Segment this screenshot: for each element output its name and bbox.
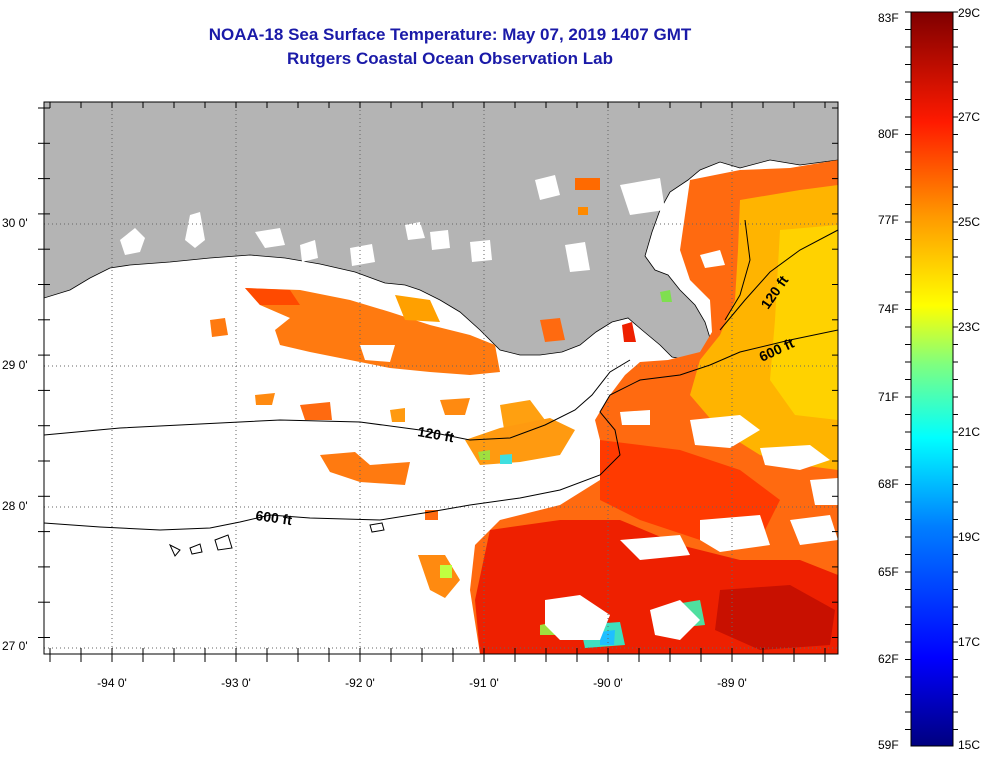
colorbar-f-label: 59F <box>878 738 899 752</box>
contour-600ft <box>44 329 838 531</box>
colorbar-c-label: 15C <box>958 738 981 752</box>
plot-frame <box>43 101 839 655</box>
colorbar <box>910 11 954 747</box>
contour-120ft-east <box>719 229 838 331</box>
colorbar-f-label: 74F <box>878 302 899 316</box>
contour-coastal <box>724 219 751 321</box>
lon-label: -92 0' <box>345 676 375 690</box>
colorbar-c-label: 23C <box>958 320 981 334</box>
contour-120ft <box>44 359 631 441</box>
lon-label: -90 0' <box>593 676 623 690</box>
colorbar-f-label: 71F <box>878 390 899 404</box>
colorbar-f-label: 68F <box>878 477 899 491</box>
contour-label-600ft: 600 ft <box>255 507 294 528</box>
lon-label: -89 0' <box>717 676 747 690</box>
contour-label-120ft: 120 ft <box>416 423 455 445</box>
lon-label: -93 0' <box>221 676 251 690</box>
colorbar-c-label: 19C <box>958 530 981 544</box>
colorbar-f-label: 77F <box>878 213 899 227</box>
colorbar-f-label: 80F <box>878 127 899 141</box>
map-title: NOAA-18 Sea Surface Temperature: May 07,… <box>208 25 692 44</box>
colorbar-c-label: 25C <box>958 215 981 229</box>
lat-lon-grid <box>44 102 838 654</box>
colorbar-f-label: 62F <box>878 652 899 666</box>
colorbar-f-label: 65F <box>878 565 899 579</box>
colorbar-c-label: 21C <box>958 425 981 439</box>
lat-label: 28 0' <box>2 499 28 513</box>
lon-label: -91 0' <box>469 676 499 690</box>
map-subtitle: Rutgers Coastal Ocean Observation Lab <box>287 49 613 68</box>
lat-label: 30 0' <box>2 216 28 230</box>
colorbar-f-label: 83F <box>878 11 899 25</box>
colorbar-c-label: 17C <box>958 635 981 649</box>
lon-label: -94 0' <box>97 676 127 690</box>
colorbar-c-label: 27C <box>958 110 981 124</box>
colorbar-c-label: 29C <box>958 6 981 20</box>
sst-patch-west <box>245 288 500 375</box>
lat-label: 27 0' <box>2 639 28 653</box>
bathymetry-contours <box>44 219 838 557</box>
lat-label: 29 0' <box>2 358 28 372</box>
